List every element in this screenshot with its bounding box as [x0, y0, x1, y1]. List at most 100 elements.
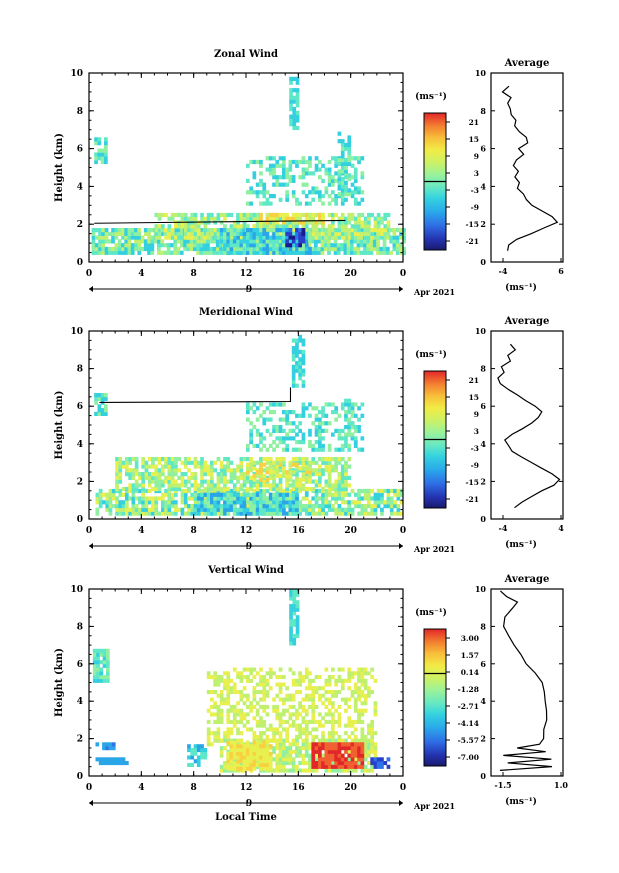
heatmap-cell [347, 231, 352, 236]
y-tick-label: 2 [77, 735, 83, 745]
heatmap-cell [321, 764, 325, 769]
heatmap-cell [134, 483, 139, 488]
heatmap-cell [167, 457, 172, 462]
heatmap-cell [344, 165, 348, 170]
heatmap-cell [282, 163, 286, 168]
heatmap-cell [229, 500, 234, 505]
heatmap-cell [350, 671, 355, 676]
heatmap-cell [337, 667, 342, 672]
heatmap-cell [200, 457, 204, 462]
heatmap-cell [363, 768, 368, 773]
heatmap-cell [301, 231, 306, 236]
heatmap-cell [115, 475, 119, 480]
heatmap-cell [380, 507, 384, 512]
heatmap-cell [347, 402, 352, 407]
heatmap-cell [337, 496, 342, 501]
heatmap-cell [292, 122, 297, 127]
heatmap-cell [102, 660, 107, 665]
heatmap-cell [272, 746, 276, 751]
heatmap-cell [367, 212, 371, 218]
heatmap-cell [278, 697, 283, 702]
heatmap-cell [272, 402, 276, 407]
heatmap-cell [353, 156, 358, 161]
heatmap-cell [318, 235, 322, 240]
heatmap-cell [193, 759, 198, 764]
heatmap-cell [102, 761, 106, 766]
heatmap-cell [289, 596, 293, 601]
heatmap-cell [278, 457, 283, 462]
heatmap-cell [252, 228, 257, 233]
heatmap-cell [259, 697, 263, 702]
average-profile-line [497, 343, 561, 509]
heatmap-cell [223, 250, 227, 255]
heatmap-cell [376, 220, 381, 225]
heatmap-cell [301, 212, 306, 218]
heatmap-cell [344, 175, 348, 180]
heatmap-cell [154, 483, 159, 488]
heatmap-cell [291, 712, 296, 717]
heatmap-cell [141, 511, 145, 516]
heatmap-cell [232, 766, 237, 771]
heatmap-cell [102, 675, 107, 680]
heatmap-cell [334, 178, 338, 183]
heatmap-cell [193, 212, 198, 218]
heatmap-cell [206, 731, 211, 736]
heatmap-cell [291, 178, 296, 183]
heatmap-cell [268, 744, 273, 749]
heatmap-cell [128, 507, 132, 512]
heatmap-cell [259, 220, 263, 225]
heatmap-cell [216, 216, 221, 221]
heatmap-cell [308, 428, 312, 433]
heatmap-cell [370, 504, 374, 509]
heatmap-cell [363, 667, 368, 672]
heatmap-cell [282, 228, 286, 233]
heatmap-cell [304, 224, 309, 229]
heatmap-cell [340, 468, 345, 473]
heatmap-cell [278, 250, 283, 255]
heatmap-cell [203, 492, 208, 497]
heatmap-cell [229, 719, 234, 724]
heatmap-cell [301, 220, 306, 225]
heatmap-cell [285, 727, 289, 732]
heatmap-cell [196, 762, 201, 767]
heatmap-cell [282, 697, 286, 702]
heatmap-cell [340, 201, 345, 206]
heatmap-cell [298, 368, 302, 373]
heatmap-cell [331, 723, 335, 728]
heatmap-cell [134, 511, 139, 516]
heatmap-cell [239, 492, 244, 497]
heatmap-cell [200, 496, 204, 501]
heatmap-cell [359, 250, 364, 255]
heatmap-cell [324, 500, 329, 505]
heatmap-cell [246, 201, 250, 206]
heatmap-cell [246, 487, 250, 492]
heatmap-cell [347, 723, 352, 728]
heatmap-cell [100, 393, 105, 398]
heatmap-cell [295, 99, 300, 104]
heatmap-cell [350, 190, 355, 195]
heatmap-cell [226, 235, 231, 240]
heatmap-cell [177, 507, 181, 512]
panel-title: Vertical Wind [207, 565, 284, 576]
heatmap-cell [347, 686, 352, 691]
heatmap-cell [311, 468, 316, 473]
heatmap-cell [200, 751, 204, 756]
heatmap-cell [289, 107, 293, 112]
heatmap-cell [226, 212, 231, 218]
heatmap-cell [96, 648, 100, 653]
heatmap-cell [239, 712, 244, 717]
heatmap-cell [298, 372, 302, 377]
heatmap-cell [295, 212, 299, 218]
heatmap-cell [311, 220, 316, 225]
heatmap-cell [324, 719, 329, 724]
heatmap-cell [344, 460, 348, 465]
heatmap-cell [288, 483, 293, 488]
heatmap-cell [344, 746, 348, 751]
heatmap-cell [323, 246, 328, 252]
heatmap-cell [360, 764, 365, 769]
heatmap-cell [337, 235, 342, 240]
heatmap-cell [246, 224, 250, 229]
heatmap-cell [318, 746, 322, 751]
heatmap-cell [229, 479, 234, 484]
heatmap-cell [272, 466, 276, 471]
